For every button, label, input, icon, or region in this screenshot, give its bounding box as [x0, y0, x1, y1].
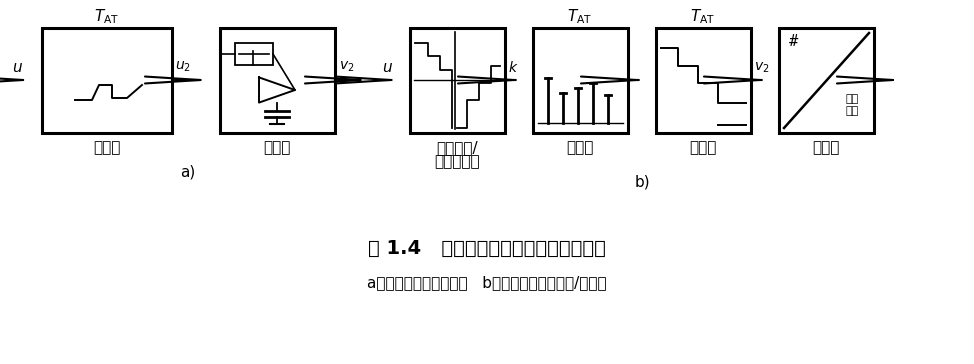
Text: 存储器: 存储器 — [263, 141, 290, 155]
Text: $T_{\rm AT}$: $T_{\rm AT}$ — [691, 8, 716, 26]
Text: 采样器: 采样器 — [566, 141, 594, 155]
Text: 存储器: 存储器 — [690, 141, 717, 155]
Text: $T_{\rm AT}$: $T_{\rm AT}$ — [94, 8, 120, 26]
Text: 数转换器）: 数转换器） — [434, 154, 480, 170]
Text: $u_2$: $u_2$ — [175, 60, 191, 74]
Text: #: # — [788, 35, 798, 50]
Text: $v_2$: $v_2$ — [339, 60, 355, 74]
Bar — [410, 28, 505, 133]
Text: a）模拟输入信号的采样   b）带有采样功能的模/数转换: a）模拟输入信号的采样 b）带有采样功能的模/数转换 — [367, 276, 607, 290]
Text: 量化（模/: 量化（模/ — [436, 141, 478, 155]
Text: $v_2$: $v_2$ — [754, 61, 769, 75]
Bar — [42, 28, 172, 133]
Bar — [779, 28, 874, 133]
Bar — [220, 28, 335, 133]
Text: 转换器: 转换器 — [812, 141, 840, 155]
Bar — [656, 28, 751, 133]
Bar — [533, 28, 628, 133]
Text: 二进
制数: 二进 制数 — [845, 94, 859, 116]
Text: $u$: $u$ — [12, 60, 23, 75]
Text: $k$: $k$ — [508, 60, 518, 75]
Text: $u$: $u$ — [382, 60, 393, 75]
Text: 图 1.4   利用采样器和存储器采样的原理: 图 1.4 利用采样器和存储器采样的原理 — [368, 238, 606, 257]
Text: 采样器: 采样器 — [94, 141, 121, 155]
Text: a): a) — [180, 165, 196, 179]
Bar — [235, 43, 273, 65]
Text: b): b) — [634, 174, 650, 190]
Text: $T_{\rm AT}$: $T_{\rm AT}$ — [568, 8, 592, 26]
